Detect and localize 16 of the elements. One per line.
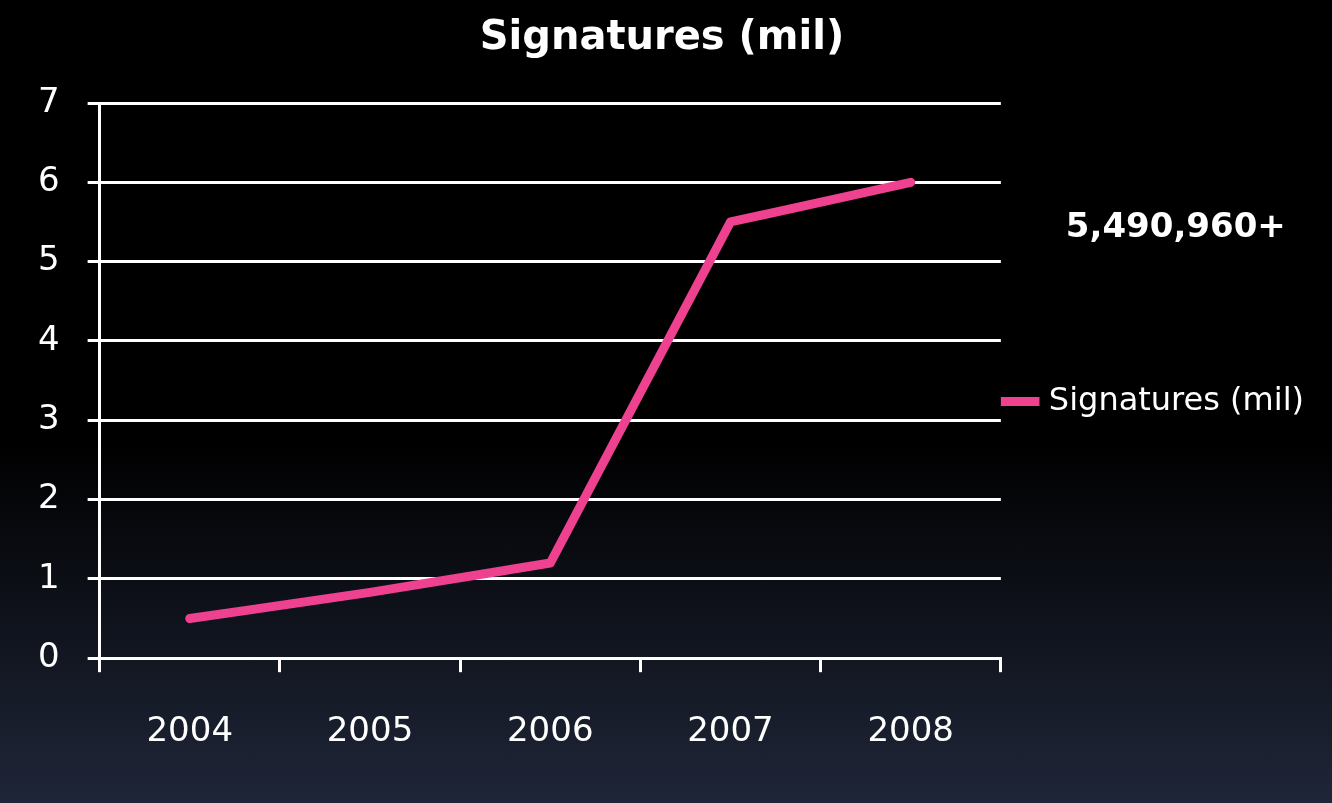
- y-tick-label: 6: [37, 159, 60, 200]
- y-tick-label: 3: [37, 397, 60, 438]
- x-tick-label: 2005: [326, 709, 414, 750]
- legend-label: Signatures (mil): [1048, 379, 1304, 418]
- text: 5,490,960+: [1065, 204, 1286, 245]
- x-tick-label: 2008: [867, 709, 954, 750]
- y-tick-label: 7: [37, 79, 60, 120]
- x-tick-label: 2004: [146, 709, 234, 750]
- y-tick-label: 4: [37, 317, 60, 358]
- y-tick-label: 0: [37, 635, 60, 676]
- x-tick-label: 2006: [506, 709, 594, 750]
- chart-title: Signatures (mil): [479, 12, 845, 59]
- y-tick-label: 2: [37, 476, 60, 517]
- x-tick-label: 2007: [687, 709, 774, 750]
- y-tick-label: 1: [37, 555, 60, 596]
- y-tick-label: 5: [37, 238, 60, 279]
